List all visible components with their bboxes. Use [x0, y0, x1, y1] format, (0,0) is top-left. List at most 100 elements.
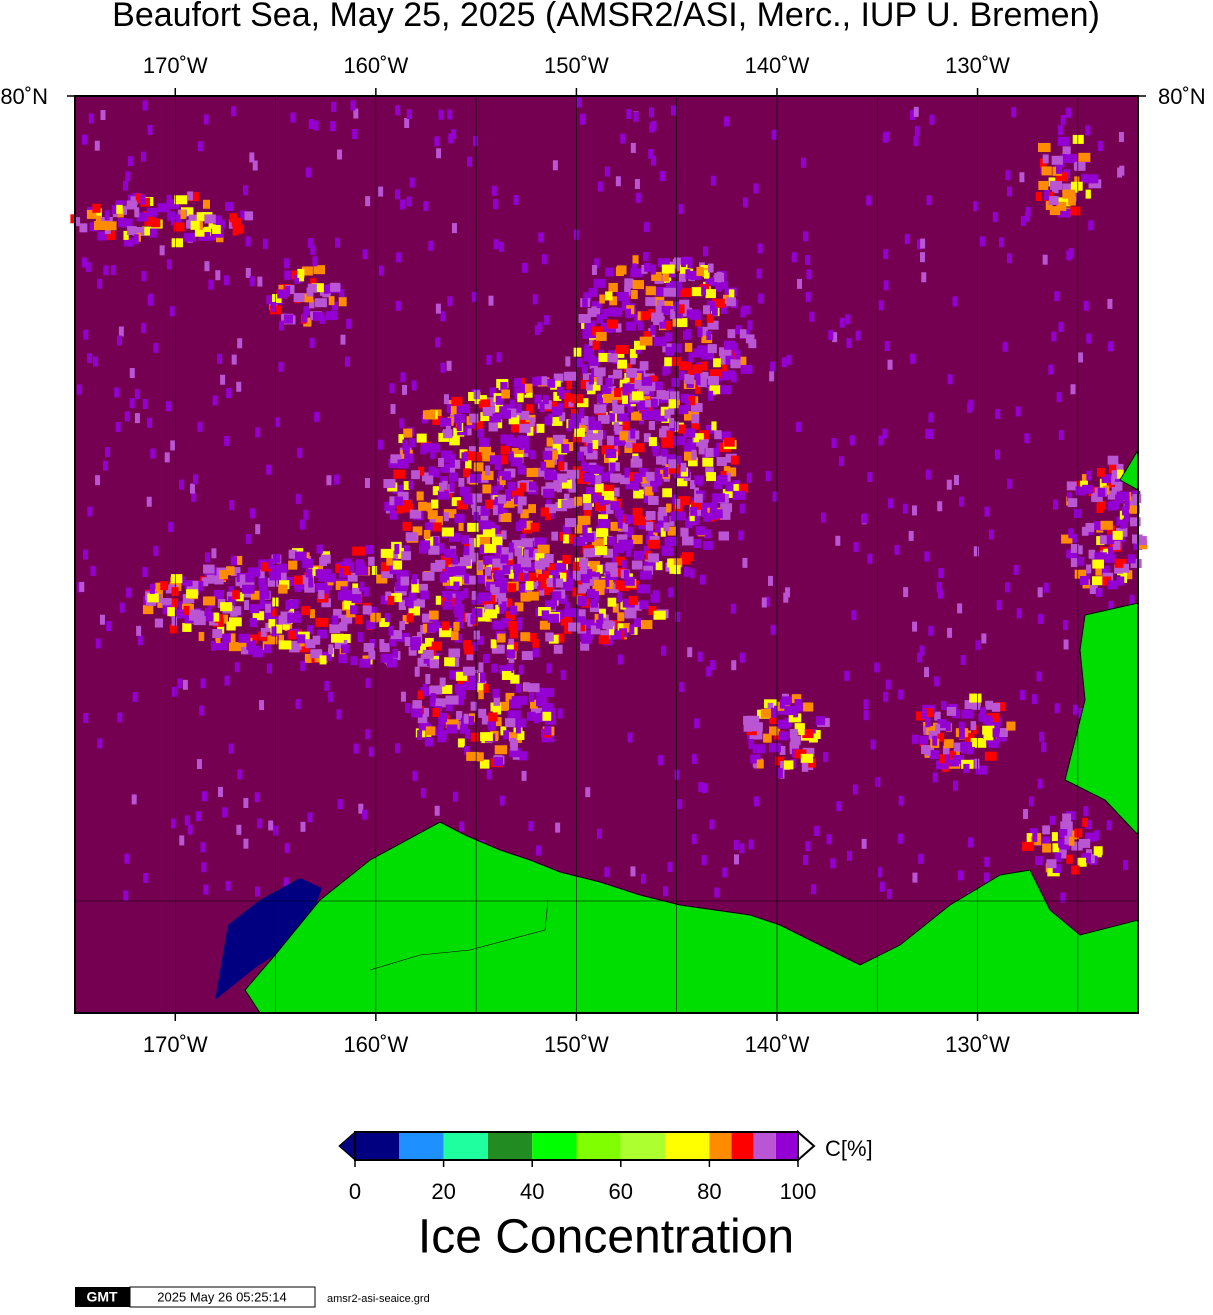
ice-cell — [358, 803, 364, 814]
ice-cell — [743, 715, 754, 725]
ice-cell — [287, 599, 297, 609]
ice-cell — [463, 546, 470, 556]
ice-cell — [772, 491, 778, 502]
ice-cell — [228, 642, 242, 652]
ice-cell — [1061, 534, 1073, 544]
ice-cell — [673, 436, 679, 447]
ice-cell — [597, 181, 603, 192]
ice-cell — [605, 573, 618, 583]
ice-cell — [455, 566, 466, 576]
ice-cell — [563, 371, 577, 381]
ice-cell — [1076, 545, 1083, 555]
ice-cell — [603, 393, 614, 403]
ice-cell — [180, 207, 194, 217]
ice-cell — [266, 663, 272, 674]
ice-cell — [639, 336, 653, 346]
ice-cell — [560, 616, 573, 626]
ice-cell — [255, 886, 261, 897]
ice-cell — [123, 890, 129, 901]
ice-cell — [659, 428, 667, 438]
ice-cell — [129, 367, 135, 378]
ice-cell — [678, 204, 684, 215]
ice-cell — [317, 629, 327, 639]
ice-cell — [675, 611, 681, 622]
ice-cell — [781, 696, 792, 706]
ice-cell — [370, 612, 381, 622]
ice-cell — [131, 794, 137, 805]
ice-cell — [707, 375, 719, 385]
ice-cell — [789, 729, 798, 739]
ice-cell — [459, 557, 471, 567]
ice-cell — [517, 718, 527, 728]
ice-cell — [651, 271, 662, 281]
ice-cell — [323, 284, 330, 294]
ice-cell — [1041, 166, 1052, 176]
ice-cell — [489, 486, 499, 496]
ice-cell — [580, 113, 586, 124]
ice-cell — [126, 587, 132, 598]
ice-cell — [1074, 161, 1086, 171]
ice-cell — [672, 421, 679, 431]
ice-cell — [1117, 167, 1123, 178]
ice-cell — [499, 665, 510, 675]
ice-cell — [448, 648, 461, 658]
ice-cell — [150, 228, 157, 238]
ice-cell — [581, 461, 587, 472]
ice-cell — [926, 195, 932, 206]
ice-cell — [690, 506, 698, 516]
ice-cell — [1042, 254, 1048, 265]
ice-cell — [697, 651, 703, 662]
ice-cell — [945, 721, 951, 732]
ice-cell — [663, 522, 670, 532]
ice-cell — [242, 185, 248, 196]
ice-cell — [791, 252, 797, 263]
ice-cell — [670, 511, 676, 522]
ice-cell — [477, 683, 486, 693]
ice-cell — [362, 605, 372, 615]
ice-cell — [528, 572, 537, 582]
ice-cell — [500, 547, 513, 557]
colorbar-bin — [709, 1132, 732, 1160]
ice-cell — [692, 364, 703, 374]
ice-cell — [490, 639, 497, 649]
ice-cell — [709, 819, 715, 830]
ice-cell — [710, 660, 716, 671]
ice-cell — [503, 498, 515, 508]
ice-cell — [1082, 484, 1093, 494]
lat-label: 80˚N — [0, 84, 48, 109]
ice-cell — [701, 855, 707, 866]
ice-cell — [518, 583, 527, 593]
ice-cell — [230, 556, 238, 566]
ice-cell — [483, 683, 489, 693]
ice-cell — [187, 824, 193, 835]
ice-cell — [288, 560, 298, 570]
ice-cell — [1081, 853, 1090, 863]
logo: GMT — [86, 1289, 118, 1305]
ice-cell — [650, 398, 658, 408]
ice-cell — [643, 251, 649, 261]
ice-cell — [707, 320, 719, 330]
ice-cell — [365, 729, 371, 740]
ice-cell — [89, 222, 99, 232]
ice-cell — [399, 621, 406, 631]
ice-cell — [579, 558, 589, 568]
ice-cell — [406, 196, 412, 207]
ice-cell — [269, 571, 282, 581]
ice-cell — [528, 692, 535, 702]
ice-cell — [730, 359, 741, 369]
ice-cell — [117, 712, 123, 723]
ice-cell — [545, 600, 556, 610]
ice-cell — [260, 627, 267, 637]
ice-cell — [649, 122, 655, 133]
ice-cell — [411, 380, 417, 391]
ice-cell — [680, 462, 687, 472]
ice-cell — [697, 371, 709, 381]
ice-cell — [626, 109, 632, 120]
ice-cell — [203, 114, 209, 125]
ice-cell — [387, 595, 395, 605]
colorbar-bin — [576, 1132, 621, 1160]
ice-cell — [299, 272, 305, 282]
ice-cell — [438, 109, 444, 120]
ice-cell — [544, 504, 557, 514]
ice-cell — [220, 602, 233, 612]
